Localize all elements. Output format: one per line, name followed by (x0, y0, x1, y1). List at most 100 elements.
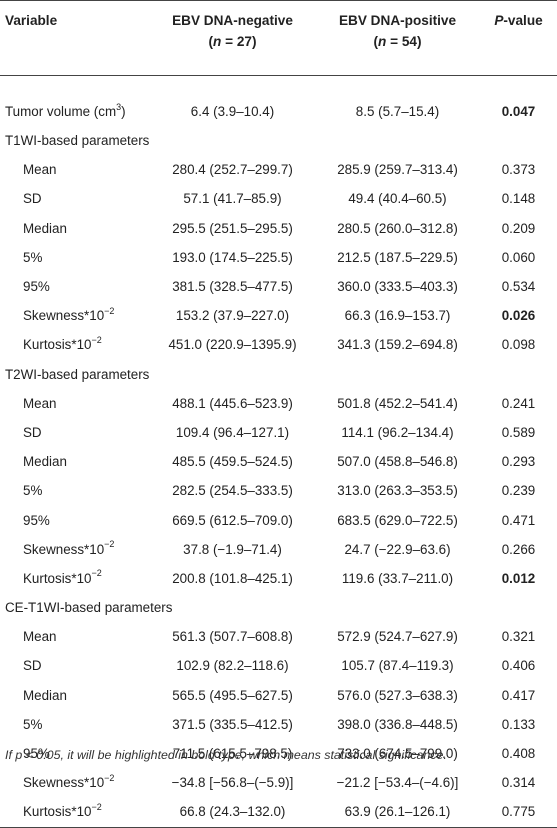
row-label: Skewness*10−2 (23, 305, 115, 324)
table-row: Kurtosis*10−2 66.8 (24.3–132.0) 63.9 (26.1… (0, 797, 557, 828)
table-row: 95% 711.5 (615.5–798.5) 733.0 (674.5–799.0… (0, 739, 557, 768)
table-row: 5% 371.5 (335.5–412.5) 398.0 (336.8–448.5)… (0, 710, 557, 739)
table-row: Mean 488.1 (445.6–523.9) 501.8 (452.2–541.… (0, 389, 557, 418)
cell-p-value: 0.314 (501, 775, 536, 791)
cell-p-value: 0.266 (501, 541, 536, 557)
table-row: 5% 193.0 (174.5–225.5) 212.5 (187.5–229.5)… (0, 243, 557, 272)
row-label: 95% (23, 279, 50, 295)
cell-positive: 576.0 (527.3–638.3) (337, 687, 458, 703)
cell-positive: 8.5 (5.7–15.4) (355, 104, 440, 119)
cell-negative: 193.0 (174.5–225.5) (172, 249, 293, 265)
cell-positive: 49.4 (40.4–60.5) (348, 191, 447, 207)
cell-negative: 282.5 (254.5–333.5) (172, 483, 293, 499)
table-row: SD 102.9 (82.2–118.6) 105.7 (87.4–119.3) 0.… (0, 651, 557, 680)
cell-p-value: 0.012 (501, 570, 536, 586)
table-row: Median 295.5 (251.5–295.5) 280.5 (260.0–31… (0, 214, 557, 243)
cell-p-value: 0.026 (501, 308, 536, 324)
table-row: Mean 280.4 (252.7–299.7) 285.9 (259.7–313.… (0, 155, 557, 184)
header-ebv-negative: EBV DNA-negative (n = 27) (150, 0, 315, 76)
cell-negative: 485.5 (459.5–524.5) (172, 454, 293, 470)
cell-positive: 66.3 (16.9–153.7) (344, 308, 451, 324)
cell-p-value: 0.209 (501, 220, 536, 236)
row-label: 95% (23, 746, 50, 762)
cell-negative: 6.4 (3.9–10.4) (190, 104, 275, 119)
cell-negative: 66.8 (24.3–132.0) (150, 797, 315, 828)
section-title: T1WI-based parameters (5, 133, 150, 149)
cell-positive: 63.9 (26.1–126.1) (315, 797, 480, 828)
row-label: Mean (23, 629, 57, 645)
table-row: Median 485.5 (459.5–524.5) 507.0 (458.8–54… (0, 447, 557, 476)
cell-positive: 313.0 (263.3–353.5) (337, 483, 458, 499)
cell-p-value: 0.321 (501, 629, 536, 645)
table-row: Skewness*10−2 37.8 (−1.9–71.4) 24.7 (−22.9… (0, 535, 557, 564)
header-row: Variable EBV DNA-negative (n = 27) EBV D… (0, 0, 557, 76)
cell-p-value: 0.060 (501, 249, 536, 265)
cell-positive: 105.7 (87.4–119.3) (341, 658, 454, 674)
cell-positive: 24.7 (−22.9–63.6) (344, 541, 451, 557)
row-label: SD (23, 191, 42, 207)
cell-p-value: 0.373 (501, 162, 536, 178)
cell-positive: −21.2 [−53.4–(−4.6)] (336, 775, 459, 791)
row-label: SD (23, 424, 42, 440)
row-label: Median (23, 687, 67, 703)
table-row: 95% 381.5 (328.5–477.5) 360.0 (333.5–403.3… (0, 272, 557, 301)
cell-p-value: 0.241 (501, 395, 536, 411)
cell-positive: 280.5 (260.0–312.8) (337, 220, 458, 236)
footnote: If p < 0.05, it will be highlighted in b… (5, 748, 447, 762)
cell-positive: 360.0 (333.5–403.3) (337, 279, 458, 295)
cell-p-value: 0.148 (501, 191, 536, 207)
cell-negative: 200.8 (101.8–425.1) (172, 570, 293, 586)
section-title: T2WI-based parameters (5, 366, 150, 382)
cell-negative: 561.3 (507.7–608.8) (172, 629, 293, 645)
cell-negative: 102.9 (82.2–118.6) (176, 658, 289, 674)
cell-negative: 280.4 (252.7–299.7) (172, 162, 293, 178)
cell-positive: 501.8 (452.2–541.4) (337, 395, 458, 411)
table-row: SD 57.1 (41.7–85.9) 49.4 (40.4–60.5) 0.148 (0, 184, 557, 213)
cell-positive: 572.9 (524.7–627.9) (337, 629, 458, 645)
cell-positive: 212.5 (187.5–229.5) (337, 249, 458, 265)
header-p-value: P-value (480, 0, 557, 76)
row-label: Tumor volume (cm3) (5, 101, 126, 119)
table-row: Median 565.5 (495.5–627.5) 576.0 (527.3–63… (0, 681, 557, 710)
table-row: SD 109.4 (96.4–127.1) 114.1 (96.2–134.4) 0.… (0, 418, 557, 447)
table-row: Skewness*10−2 153.2 (37.9–227.0) 66.3 (16.… (0, 301, 557, 330)
table-row: Kurtosis*10−2 200.8 (101.8–425.1) 119.6 (3… (0, 564, 557, 593)
table-row-tumor-volume: Tumor volume (cm3) 6.4 (3.9–10.4) 8.5 (5… (0, 76, 557, 127)
cell-negative: 488.1 (445.6–523.9) (172, 395, 293, 411)
row-label: Skewness*10−2 (23, 539, 115, 557)
cell-p-value: 0.293 (501, 454, 536, 470)
table-row: Skewness*10−2 −34.8 [−56.8–(−5.9)] −21.2 [… (0, 768, 557, 797)
cell-negative: 669.5 (612.5–709.0) (172, 512, 293, 528)
cell-positive: 114.1 (96.2–134.4) (341, 424, 454, 440)
cell-negative: 109.4 (96.4–127.1) (175, 424, 290, 440)
cell-p-value: 0.406 (501, 658, 536, 674)
row-label: 5% (23, 249, 43, 265)
cell-positive: 398.0 (336.8–448.5) (337, 716, 458, 732)
cell-negative: 153.2 (37.9–227.0) (175, 308, 290, 324)
table-row: Mean 561.3 (507.7–608.8) 572.9 (524.7–627.… (0, 622, 557, 651)
header-variable: Variable (0, 0, 150, 76)
cell-p-value: 0.239 (501, 483, 536, 499)
cell-p-value: 0.408 (501, 746, 536, 762)
cell-positive: 119.6 (33.7–211.0) (341, 570, 454, 586)
section-header-row: CE-T1WI-based parameters (0, 593, 557, 622)
row-label: Skewness*10−2 (23, 772, 115, 791)
cell-negative: 711.5 (615.5–798.5) (172, 746, 293, 762)
cell-p-value: 0.047 (501, 104, 536, 119)
cell-p-value: 0.098 (501, 337, 536, 353)
cell-negative: 37.8 (−1.9–71.4) (183, 541, 282, 557)
cell-p-value: 0.133 (501, 716, 536, 732)
row-label: Median (23, 454, 67, 470)
cell-positive: 683.5 (629.0–722.5) (337, 512, 458, 528)
row-label: Kurtosis*10−2 (0, 797, 150, 828)
cell-positive: 341.3 (159.2–694.8) (337, 337, 458, 353)
row-label: Mean (23, 162, 57, 178)
table-row: Kurtosis*10−2 451.0 (220.9–1395.9) 341.3 (… (0, 330, 557, 359)
section-header-row: T2WI-based parameters (0, 360, 557, 389)
cell-negative: 295.5 (251.5–295.5) (172, 220, 293, 236)
cell-p-value: 0.417 (501, 687, 536, 703)
cell-positive: 507.0 (458.8–546.8) (337, 454, 458, 470)
cell-p-value: 0.775 (480, 797, 557, 828)
